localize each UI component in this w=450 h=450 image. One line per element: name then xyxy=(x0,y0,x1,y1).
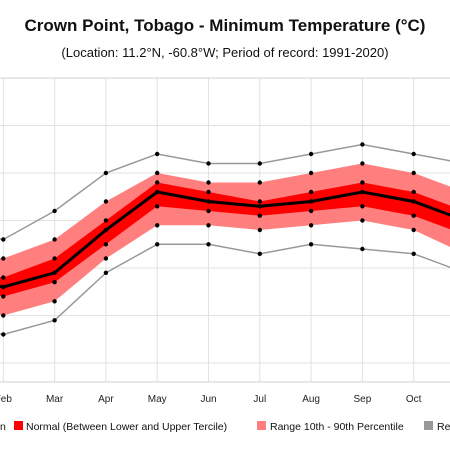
range-low-point xyxy=(308,223,314,228)
record-low-point xyxy=(360,246,365,252)
legend-label: Range 10th - 90th Percentile xyxy=(270,421,404,433)
x-tick-labels: Feb Mar Apr May Jun Jul Aug Sep Oct xyxy=(0,394,422,405)
chart-subtitle: (Location: 11.2°N, -60.8°W; Period of re… xyxy=(61,45,389,60)
x-tick-aug: Aug xyxy=(302,394,320,405)
legend: n Normal (Between Lower and Upper Tercile… xyxy=(0,421,450,433)
normal-high-point xyxy=(52,256,57,261)
record-high-point xyxy=(52,208,57,214)
grid-layer xyxy=(0,77,450,383)
mean-point xyxy=(155,189,160,195)
record-high-point xyxy=(103,170,109,176)
point-layer xyxy=(1,142,416,337)
record-low-line xyxy=(0,243,450,336)
chart-title: Crown Point, Tobago - Minimum Temperatur… xyxy=(24,16,426,35)
normal-high-point xyxy=(155,180,160,185)
range-high-point xyxy=(155,170,160,176)
legend-label: Normal (Between Lower and Upper Tercile) xyxy=(26,421,227,433)
legend-swatch xyxy=(257,421,266,430)
range-low-point xyxy=(103,256,109,261)
range-high-point xyxy=(257,180,262,185)
normal-low-point xyxy=(103,242,109,247)
range-low-point xyxy=(411,227,416,233)
line-layer xyxy=(0,143,450,336)
legend-swatch xyxy=(14,421,23,430)
legend-item-3: Re xyxy=(424,421,450,433)
record-high-point xyxy=(411,151,416,157)
record-high-point xyxy=(1,237,6,242)
normal-high-point xyxy=(360,180,365,185)
x-tick-oct: Oct xyxy=(406,394,422,405)
normal-low-point xyxy=(206,208,211,214)
normal-low-point xyxy=(52,280,57,285)
range-low-point xyxy=(360,218,365,223)
record-high-point xyxy=(206,161,211,166)
mean-point xyxy=(360,189,365,195)
normal-high-point xyxy=(103,218,109,223)
record-low-point xyxy=(411,251,416,256)
record-low-point xyxy=(1,332,6,337)
x-tick-feb: Feb xyxy=(0,394,12,405)
range-high-point xyxy=(308,170,314,176)
normal-band xyxy=(0,182,450,297)
legend-swatch xyxy=(424,421,433,430)
record-low-point xyxy=(308,242,314,247)
normal-low-point xyxy=(155,204,160,209)
mean-point xyxy=(103,227,109,233)
record-high-line xyxy=(0,143,450,241)
normal-low-point xyxy=(360,204,365,209)
x-tick-sep: Sep xyxy=(354,394,372,405)
normal-high-point xyxy=(308,189,314,195)
record-low-point xyxy=(155,242,160,247)
record-high-point xyxy=(155,151,160,157)
mean-line xyxy=(0,190,450,289)
normal-high-point xyxy=(1,275,6,280)
legend-label: n xyxy=(0,421,6,433)
x-tick-apr: Apr xyxy=(98,394,114,405)
mean-point xyxy=(411,199,416,204)
range-high-point xyxy=(1,256,6,261)
range-low-point xyxy=(155,223,160,228)
normal-low-point xyxy=(411,213,416,218)
range-low-point xyxy=(1,313,6,318)
range-low-point xyxy=(52,299,57,304)
record-low-point xyxy=(103,270,109,275)
range-low-point xyxy=(206,223,211,228)
x-tick-mar: Mar xyxy=(46,394,64,405)
normal-low-point xyxy=(308,208,314,214)
record-high-point xyxy=(360,142,365,147)
range-high-point xyxy=(103,199,109,204)
range-low-point xyxy=(257,227,262,233)
x-tick-jul: Jul xyxy=(253,394,266,405)
record-high-point xyxy=(308,151,314,157)
legend-item-0: n xyxy=(0,421,6,433)
x-tick-may: May xyxy=(148,394,167,405)
mean-point xyxy=(308,199,314,204)
mean-point xyxy=(257,204,262,209)
normal-high-point xyxy=(257,199,262,204)
normal-low-point xyxy=(257,213,262,218)
mean-point xyxy=(52,270,57,275)
range-high-point xyxy=(360,161,365,166)
normal-high-point xyxy=(411,189,416,195)
normal-low-point xyxy=(1,294,6,299)
record-low-point xyxy=(257,251,262,256)
range-high-point xyxy=(206,180,211,185)
record-low-point xyxy=(206,242,211,247)
normal-high-point xyxy=(206,189,211,195)
mean-point xyxy=(206,199,211,204)
range-high-point xyxy=(52,237,57,242)
legend-item-1: Normal (Between Lower and Upper Tercile) xyxy=(14,421,227,433)
range-high-point xyxy=(411,170,416,176)
band-layer xyxy=(0,163,450,316)
record-low-point xyxy=(52,318,57,323)
legend-item-2: Range 10th - 90th Percentile xyxy=(257,421,404,433)
record-high-point xyxy=(257,161,262,166)
mean-point xyxy=(1,284,6,290)
x-tick-jun: Jun xyxy=(200,394,216,405)
legend-label: Re xyxy=(437,421,450,433)
